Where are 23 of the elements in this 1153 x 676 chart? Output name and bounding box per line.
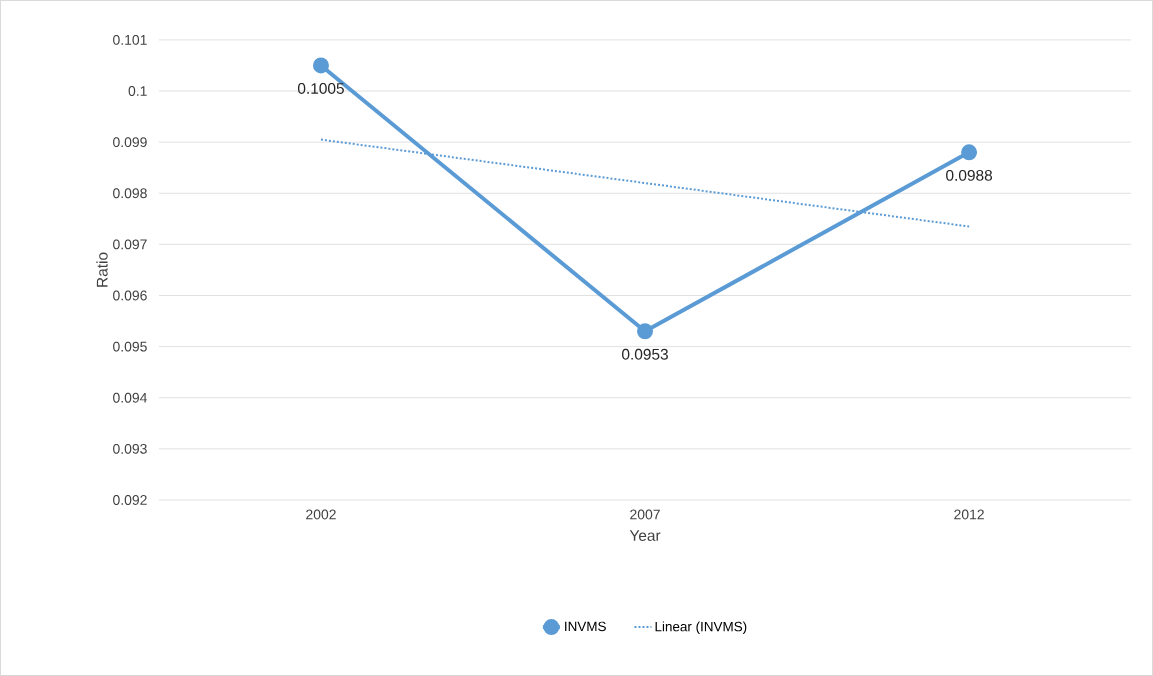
x-tick-label: 2012 (954, 509, 984, 520)
y-tick-label: 0.098 (113, 188, 147, 199)
y-tick-label: 0.101 (113, 35, 147, 45)
x-axis-title: Year (629, 530, 661, 542)
y-tick-label: 0.094 (113, 392, 147, 403)
y-tick-label: 0.096 (113, 290, 147, 301)
point (637, 323, 654, 340)
y-tick-label: 0.095 (113, 341, 147, 352)
x-tick-label: 2007 (630, 509, 660, 520)
point (961, 144, 978, 161)
legend-label: INVMS (565, 621, 606, 632)
y-tick-label: 0.092 (113, 495, 147, 505)
y-axis-title: Ratio (96, 252, 108, 287)
y-tick-label: 0.099 (113, 137, 147, 148)
y-tick-label: 0.097 (113, 239, 147, 250)
y-tick-label: 0.1 (128, 86, 147, 97)
data-label: 0.0953 (622, 348, 668, 360)
legend-label: Linear (INVMS) (655, 621, 747, 635)
data-label: 0.1005 (297, 83, 344, 94)
data-label: 0.0988 (946, 169, 993, 181)
y-tick-label: 0.093 (113, 443, 147, 454)
point (312, 57, 329, 74)
x-tick-label: 2002 (306, 509, 336, 520)
